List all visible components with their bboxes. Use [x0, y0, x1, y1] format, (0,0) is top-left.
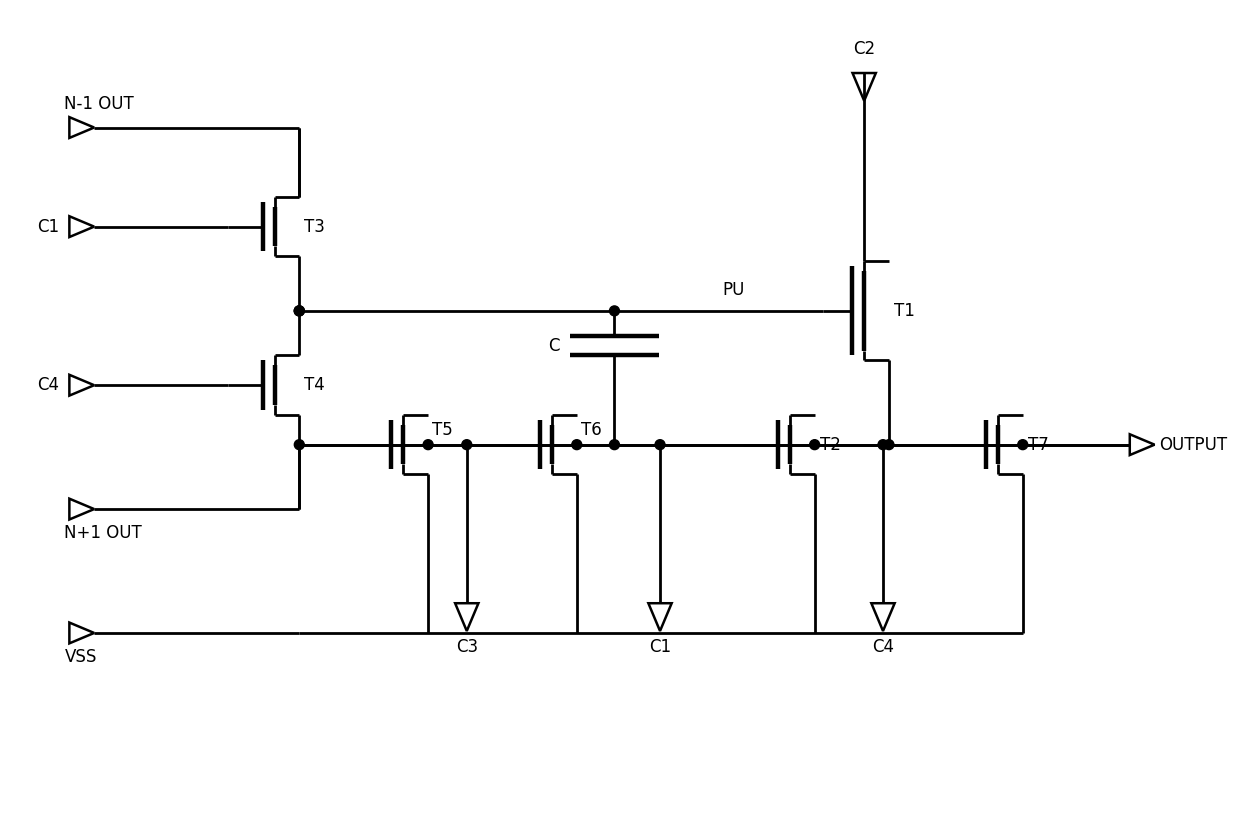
Circle shape [294, 306, 304, 316]
Circle shape [572, 440, 582, 450]
Text: OUTPUT: OUTPUT [1159, 436, 1228, 454]
Text: T6: T6 [580, 421, 601, 438]
Text: C: C [548, 337, 560, 355]
Text: C1: C1 [37, 218, 60, 236]
Text: T3: T3 [304, 218, 325, 236]
Circle shape [461, 440, 471, 450]
Text: T2: T2 [820, 436, 841, 454]
Text: C4: C4 [872, 638, 894, 656]
Text: T5: T5 [432, 421, 453, 438]
Circle shape [884, 440, 894, 450]
Text: VSS: VSS [64, 648, 97, 666]
Circle shape [878, 440, 888, 450]
Text: C2: C2 [853, 40, 875, 58]
Text: N+1 OUT: N+1 OUT [64, 524, 143, 542]
Circle shape [655, 440, 665, 450]
Text: C3: C3 [456, 638, 477, 656]
Circle shape [423, 440, 433, 450]
Circle shape [610, 440, 620, 450]
Text: PU: PU [722, 281, 744, 299]
Circle shape [610, 306, 620, 316]
Text: T4: T4 [304, 377, 325, 394]
Circle shape [294, 440, 304, 450]
Circle shape [810, 440, 820, 450]
Text: C1: C1 [649, 638, 671, 656]
Text: T7: T7 [1028, 436, 1049, 454]
Text: T1: T1 [894, 302, 915, 319]
Circle shape [1018, 440, 1028, 450]
Text: C4: C4 [37, 377, 60, 394]
Circle shape [294, 306, 304, 316]
Circle shape [294, 306, 304, 316]
Text: N-1 OUT: N-1 OUT [64, 95, 134, 112]
